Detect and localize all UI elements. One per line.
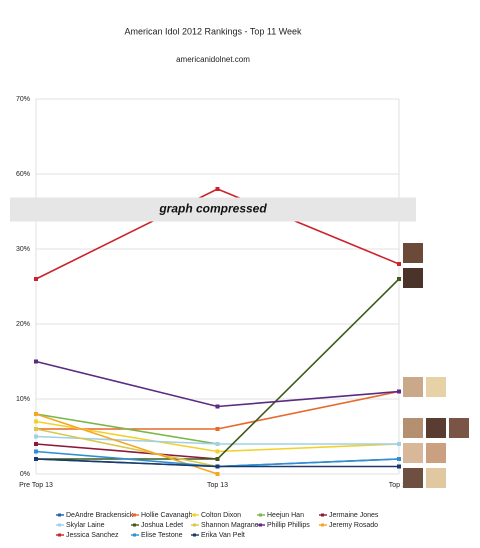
legend-label: Phillip Phillips [267, 522, 310, 529]
compression-banner [10, 197, 416, 222]
point [397, 277, 401, 281]
annotation: graph compressed [158, 202, 267, 216]
point [397, 442, 401, 446]
legend-label: Joshua Ledet [141, 522, 183, 529]
y-tick-label: 60% [16, 171, 30, 178]
point [34, 457, 38, 461]
point [34, 277, 38, 281]
photo [403, 377, 423, 397]
y-tick-label: 10% [16, 396, 30, 403]
photo [449, 418, 469, 438]
point [34, 359, 38, 364]
point [34, 449, 38, 454]
point [397, 262, 401, 266]
legend-label: Heejun Han [267, 512, 304, 519]
y-tick-label: 30% [16, 246, 30, 253]
x-tick-label: Top 11 [389, 482, 410, 489]
point [34, 412, 38, 416]
point [34, 434, 38, 439]
point [215, 404, 220, 409]
x-tick-label: Pre Top 13 [19, 482, 53, 489]
legend-label: Colton Dixon [201, 512, 241, 519]
legend-label: Hollie Cavanagh [141, 512, 192, 519]
series-line [35, 420, 400, 453]
x-tick-label: Top 13 [207, 482, 228, 489]
point [215, 449, 220, 454]
legend-label: Erika Van Pelt [201, 532, 245, 539]
legend-marker [58, 523, 61, 527]
chart-subtitle: americanidolnet.com [176, 55, 250, 64]
legend-marker [259, 513, 262, 517]
legend-marker [133, 523, 136, 527]
point [215, 442, 220, 446]
photo [403, 418, 423, 438]
legend-marker [259, 523, 262, 527]
photo [426, 468, 446, 488]
series-line [35, 360, 400, 408]
series-line [35, 428, 218, 468]
photo [426, 377, 446, 397]
legend-marker [133, 513, 136, 517]
legend-marker [193, 523, 196, 527]
legend-label: Shannon Magrane [201, 522, 259, 529]
point [34, 427, 38, 431]
series-line [35, 443, 218, 460]
point [34, 442, 38, 446]
photo [403, 468, 423, 488]
y-tick-label: 20% [16, 321, 30, 328]
point [34, 419, 38, 424]
legend-label: Elise Testone [141, 532, 183, 539]
legend-label: Jessica Sanchez [66, 532, 119, 539]
series-line [35, 413, 218, 445]
point [397, 389, 401, 394]
point [215, 464, 220, 469]
legend-marker [193, 533, 196, 537]
point [397, 464, 401, 469]
point [215, 472, 220, 476]
photo [426, 418, 446, 438]
legend-marker [321, 523, 324, 527]
point [215, 427, 220, 431]
y-tick-label: 70% [16, 96, 30, 103]
legend-marker [193, 513, 196, 517]
y-tick-label: 0% [20, 471, 30, 478]
legend-label: Jeremy Rosado [329, 522, 378, 529]
legend-marker [321, 513, 324, 517]
legend-label: DeAndre Brackensick [66, 512, 134, 519]
legend-label: Skylar Laine [66, 522, 105, 529]
photo [403, 268, 423, 288]
legend-marker [133, 533, 136, 537]
photos [403, 243, 469, 488]
point [397, 457, 401, 461]
chart-title: American Idol 2012 Rankings - Top 11 Wee… [124, 26, 302, 36]
point [215, 187, 220, 191]
legend-marker [58, 533, 61, 537]
photo [403, 443, 423, 463]
legend-label: Jermaine Jones [329, 512, 379, 519]
photo [403, 243, 423, 263]
legend-marker [58, 513, 61, 517]
photo [426, 443, 446, 463]
point [215, 457, 220, 461]
